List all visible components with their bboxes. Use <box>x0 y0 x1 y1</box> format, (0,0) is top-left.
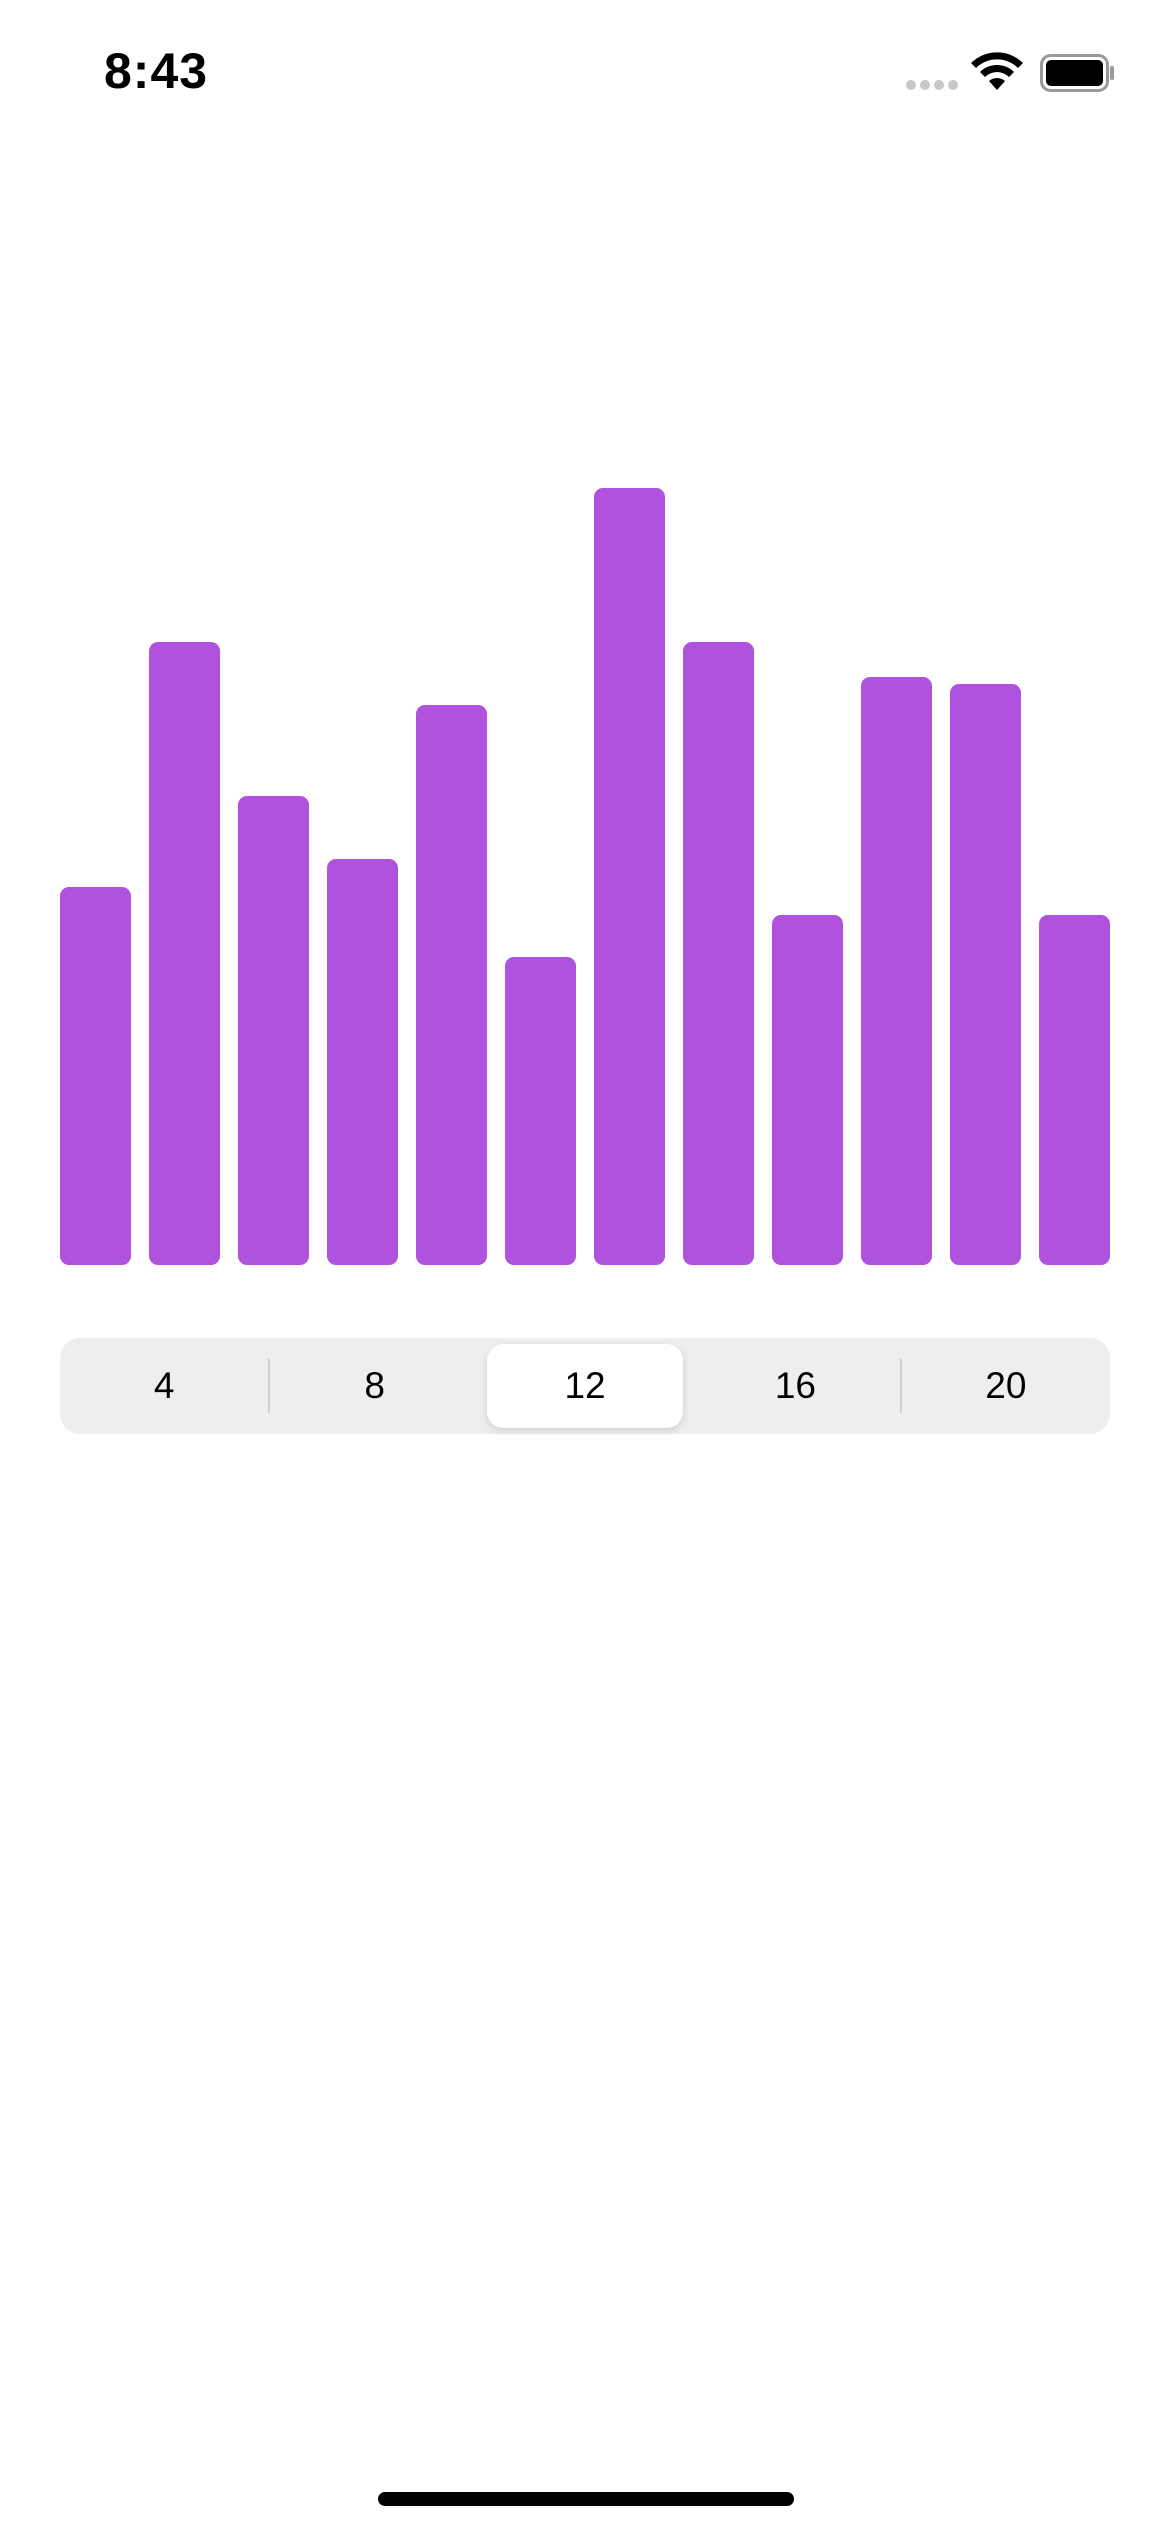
chart-bar <box>505 957 576 1265</box>
segment-option-selected[interactable]: 12 <box>486 1344 684 1428</box>
chart-bar <box>861 677 932 1265</box>
segment-option[interactable]: 8 <box>364 1365 385 1406</box>
segment-divider <box>479 1359 481 1413</box>
segment-divider <box>689 1359 691 1413</box>
battery-icon <box>1040 54 1114 92</box>
chart-bar <box>950 684 1021 1265</box>
bar-chart <box>60 488 1110 1265</box>
chart-bar <box>238 796 309 1265</box>
segment-option[interactable]: 4 <box>153 1365 175 1406</box>
chart-bar <box>1039 915 1110 1265</box>
segment-option[interactable]: 16 <box>774 1365 816 1406</box>
segment-option[interactable]: 20 <box>985 1365 1027 1406</box>
signal-dots-icon <box>906 80 958 90</box>
chart-bar <box>594 488 665 1265</box>
status-bar: 8:43 <box>0 0 1170 150</box>
chart-bar <box>416 705 487 1265</box>
chart-bar <box>60 887 131 1265</box>
chart-bar <box>772 915 843 1265</box>
segment-divider <box>268 1359 271 1413</box>
wifi-icon <box>971 52 1023 90</box>
chart-bar <box>683 642 754 1265</box>
chart-bar <box>327 859 398 1265</box>
segmented-control[interactable]: 4 8 12 16 20 <box>60 1338 1110 1434</box>
segment-divider <box>899 1359 902 1413</box>
status-time: 8:43 <box>104 43 209 99</box>
chart-bar <box>149 642 220 1265</box>
home-indicator[interactable] <box>378 2492 794 2506</box>
